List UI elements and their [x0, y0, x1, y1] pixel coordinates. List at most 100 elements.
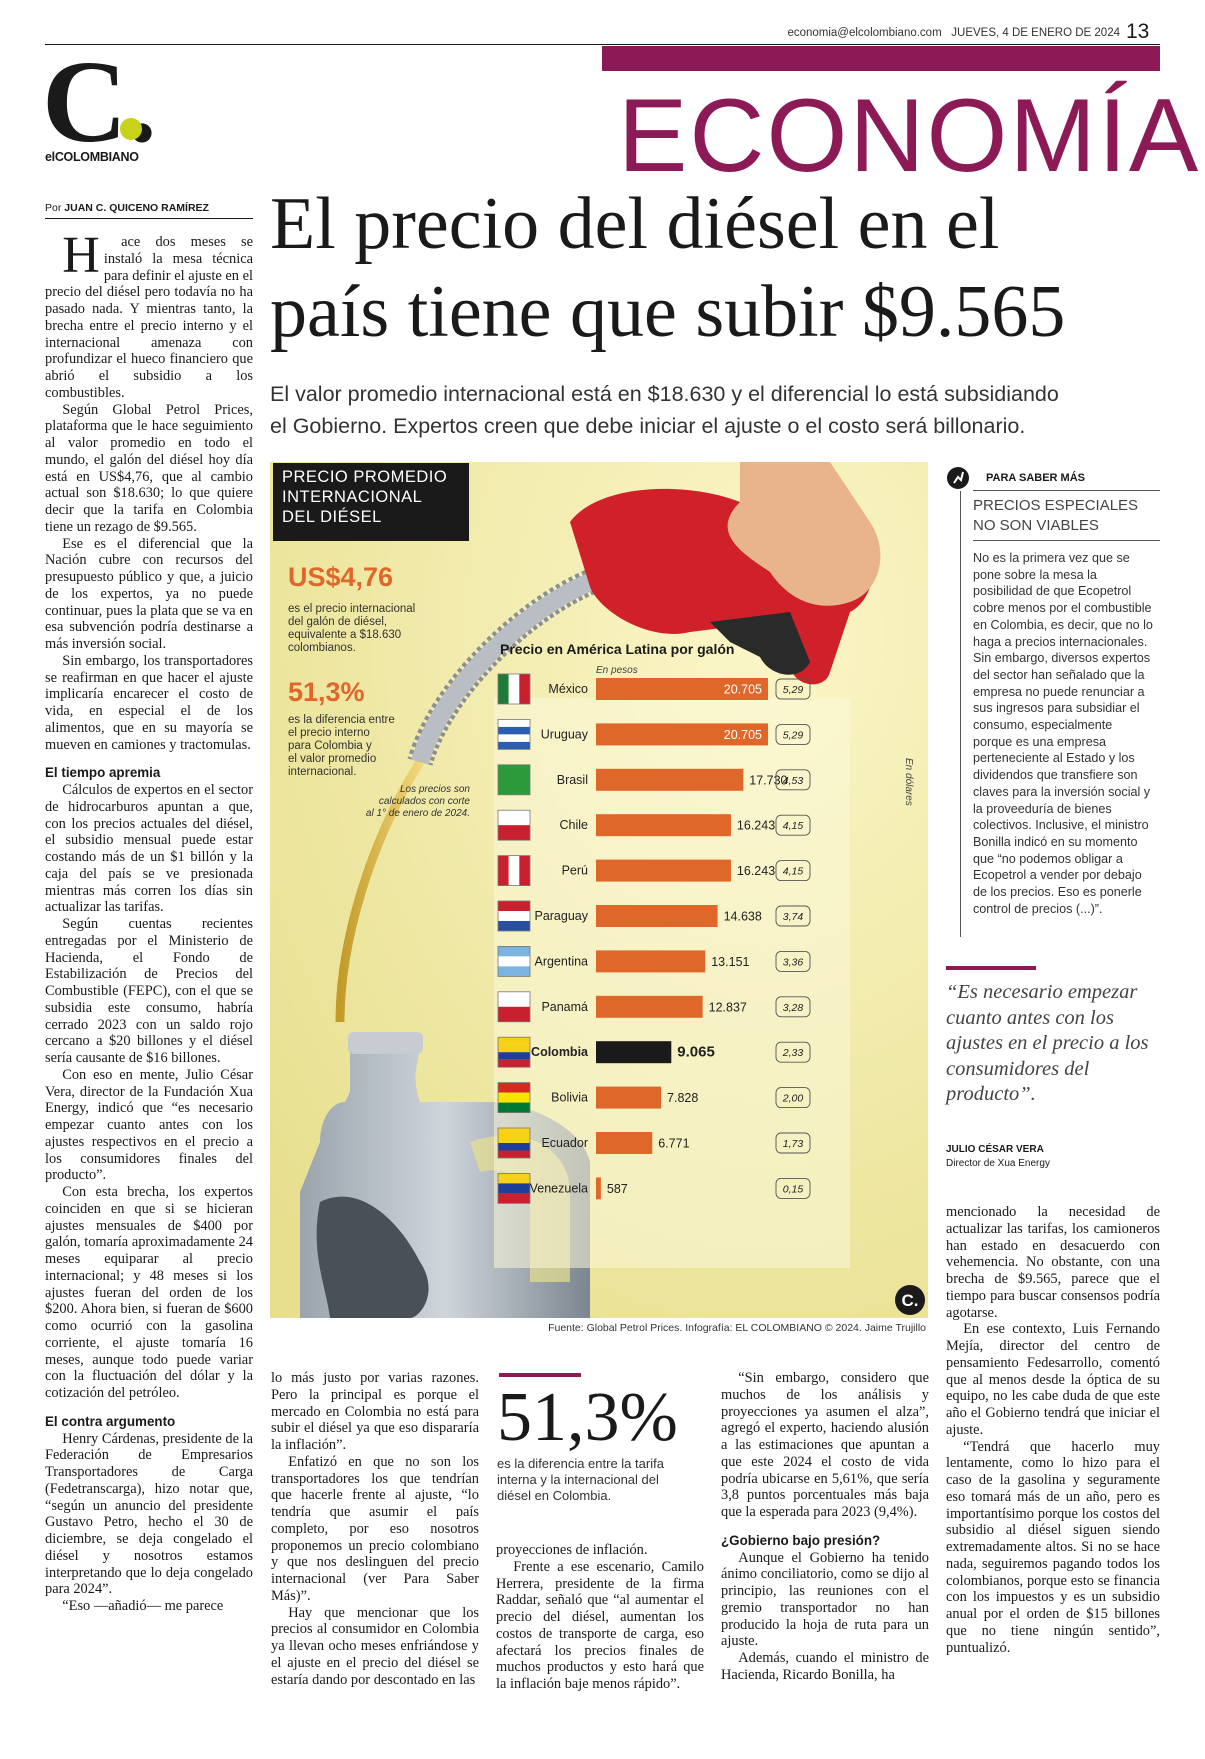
flag	[498, 1193, 530, 1204]
article-column: proyecciones de inflación. Frente a ese e…	[496, 1542, 704, 1710]
stat-text: para Colombia y	[288, 740, 372, 752]
paragraph: Según cuentas recientes entregadas por e…	[45, 916, 253, 1066]
infographic-source: Fuente: Global Petrol Prices. Infografía…	[548, 1322, 926, 1334]
flag	[498, 921, 530, 931]
paragraph: “Tendrá que hacerlo muy lentamente, como…	[946, 1438, 1160, 1656]
flag	[498, 911, 530, 921]
value-label: 587	[607, 1182, 628, 1196]
quote-role: Director de Xua Energy	[946, 1158, 1050, 1169]
flag-frame	[497, 764, 531, 796]
stat-text: equivalente a $18.630	[288, 629, 401, 641]
value-label: 20.705	[724, 728, 762, 742]
page-number: 13	[1126, 20, 1150, 43]
top-rule	[45, 44, 1160, 45]
jug-map	[316, 1196, 429, 1318]
flag	[498, 764, 530, 795]
flag	[498, 1092, 530, 1103]
usd-box	[775, 1087, 811, 1109]
paragraph: Hay que mencionar que los precios al con…	[271, 1604, 479, 1688]
chart-panel	[494, 698, 850, 1268]
bar	[596, 995, 703, 1018]
flag	[498, 1044, 530, 1053]
quote-text: “Es necesario empezar cuanto antes con l…	[946, 981, 1149, 1106]
paragraph: Además, cuando el ministro de Hacienda, …	[721, 1650, 929, 1683]
flag	[498, 741, 530, 750]
stat-text: internacional.	[288, 766, 356, 778]
pull-stat-text: es la diferencia entre la tarifa interna…	[497, 1456, 664, 1503]
infographic-title: PRECIO PROMEDIO	[282, 468, 447, 486]
flag	[519, 855, 530, 886]
usd-label: 0,15	[783, 1183, 804, 1195]
value-label: 20.705	[724, 683, 762, 697]
usd-label: 2,33	[782, 1047, 804, 1059]
flag	[498, 825, 530, 841]
paragraph: Enfatizó en que no son los transportador…	[271, 1453, 479, 1604]
category-label: Bolivia	[551, 1091, 588, 1105]
bar	[596, 1041, 672, 1064]
flag	[498, 726, 530, 735]
value-label: 7.828	[667, 1091, 698, 1105]
flag	[498, 1183, 530, 1194]
flag-frame	[497, 1036, 531, 1068]
logo: C.	[42, 42, 157, 162]
flag	[498, 719, 530, 727]
usd-box	[775, 814, 811, 836]
infographic-title: DEL DIÉSEL	[282, 507, 382, 526]
flag	[498, 1173, 530, 1184]
usd-box	[775, 1132, 811, 1154]
category-label: Paraguay	[534, 909, 588, 923]
flag	[498, 1128, 530, 1136]
bar	[596, 1132, 653, 1154]
flag-frame	[497, 1127, 531, 1159]
section-bar	[602, 46, 1160, 71]
usd-box	[775, 950, 811, 972]
note: al 1° de enero de 2024.	[366, 808, 470, 819]
sidebar-kicker: PARA SABER MÁS	[986, 472, 1086, 484]
paragraph: Con esta brecha, los expertos coinciden …	[45, 1184, 253, 1401]
paragraph: Frente a ese escenario, Camilo Herrera, …	[496, 1558, 704, 1692]
flag-frame	[497, 900, 531, 932]
section-title: ECONOMÍA	[618, 78, 1201, 194]
pull-stat: 51,3%	[497, 1379, 678, 1456]
infographic-logo-bg	[895, 1285, 925, 1315]
flag	[498, 966, 530, 977]
flag	[498, 1082, 530, 1093]
sidebar-text: No es la primera vez que se pone sobre l…	[973, 551, 1153, 916]
quote-rule	[946, 966, 1036, 970]
infographic-logo: C.	[902, 1291, 919, 1310]
sidebar-title-rule	[973, 490, 1160, 491]
byline: Por JUAN C. QUICENO RAMÍREZ	[45, 202, 209, 214]
usd-box	[775, 860, 811, 882]
value-label: 12.837	[709, 1000, 747, 1014]
category-label: Perú	[562, 864, 588, 878]
flag	[498, 1102, 530, 1113]
flag	[508, 855, 520, 886]
flag	[498, 855, 509, 886]
hand	[727, 462, 881, 606]
flag	[498, 991, 530, 1007]
paragraph: Aunque el Gobierno ha tenido ánimo conci…	[721, 1549, 929, 1650]
article-column: Hace dos meses se instaló la mesa técnic…	[45, 234, 253, 1710]
headline-line: El precio del diésel en el	[270, 183, 1000, 265]
category-label: Argentina	[534, 954, 588, 968]
flag	[498, 901, 530, 911]
paragraph: Con eso en mente, Julio César Vera, dire…	[45, 1066, 253, 1184]
jug-cap	[348, 1032, 423, 1054]
subheadline-line: El valor promedio internacional está en …	[270, 382, 1059, 406]
stat-value: 51,3%	[288, 677, 365, 707]
category-label: Chile	[560, 818, 589, 832]
category-label: México	[548, 682, 588, 696]
paragraph: Sin embargo, los transportadores se reaf…	[45, 652, 253, 753]
headline-line: país tiene que subir $9.565	[270, 271, 1066, 353]
bar	[596, 859, 731, 882]
series-label: En dólares	[903, 758, 914, 806]
paragraph: Según Global Petrol Prices, plataforma q…	[45, 401, 253, 535]
usd-box	[775, 905, 811, 927]
category-label: Colombia	[531, 1045, 589, 1059]
infographic: PRECIO PROMEDIO INTERNACIONAL DEL DIÉSEL…	[270, 462, 928, 1318]
paragraph: “Eso —añadió— me parece	[62, 1598, 224, 1614]
flag-frame	[497, 1173, 531, 1204]
oil-stream	[335, 759, 424, 1023]
bar	[596, 1086, 662, 1109]
